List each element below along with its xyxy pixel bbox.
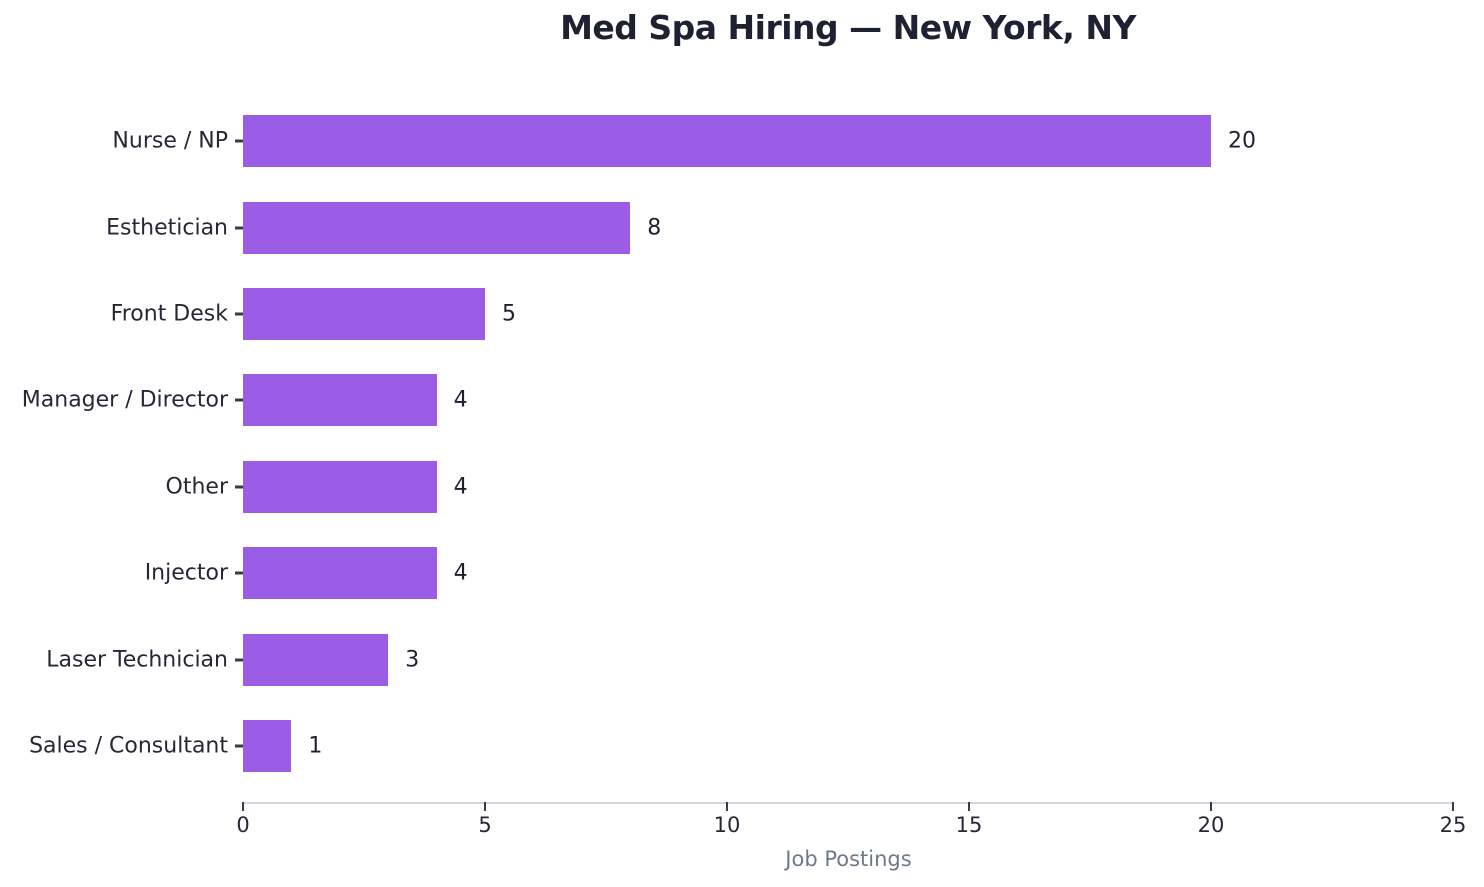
category-tick-mark	[235, 312, 243, 316]
bar-row: Esthetician 8	[0, 185, 1484, 271]
category-tick-mark	[235, 485, 243, 489]
x-tick-label: 20	[1197, 813, 1225, 837]
bar-value-label: 8	[647, 215, 662, 241]
bar	[243, 633, 389, 686]
bar-row: Nurse / NP 20	[0, 98, 1484, 184]
bar-value-label: 5	[502, 301, 516, 327]
category-tick-mark	[235, 398, 243, 402]
x-tick-mark	[484, 802, 486, 811]
x-axis-label: Job Postings	[785, 847, 912, 871]
category-label: Front Desk	[110, 301, 228, 327]
x-tick-mark	[968, 802, 970, 811]
bar	[243, 288, 485, 340]
category-label: Sales / Consultant	[29, 733, 228, 759]
bar-value-label: 4	[453, 387, 468, 413]
category-tick-mark	[235, 658, 243, 662]
x-tick-mark	[1210, 802, 1212, 811]
category-label: Injector	[144, 560, 228, 586]
bar-row: Sales / Consultant 1	[0, 703, 1484, 789]
bar-row: Injector 4	[0, 530, 1484, 616]
x-tick-label: 0	[236, 813, 250, 837]
category-label: Manager / Director	[21, 387, 228, 413]
x-tick-mark	[726, 802, 728, 811]
category-tick-mark	[235, 744, 243, 748]
category-label: Laser Technician	[46, 647, 228, 673]
category-tick-mark	[235, 226, 243, 230]
bar	[243, 547, 437, 600]
bar-value-label: 4	[453, 474, 468, 500]
x-tick-label: 15	[955, 813, 983, 837]
category-label: Nurse / NP	[112, 128, 228, 154]
bar-row: Laser Technician 3	[0, 617, 1484, 703]
bar	[243, 201, 631, 254]
category-tick-mark	[235, 571, 243, 575]
category-label: Other	[165, 474, 228, 500]
x-tick-label: 25	[1439, 813, 1467, 837]
x-tick-label: 5	[478, 813, 492, 837]
bar	[243, 374, 437, 427]
chart-title: Med Spa Hiring — New York, NY	[560, 8, 1136, 47]
x-axis-line	[243, 802, 1454, 804]
x-tick-label: 10	[713, 813, 741, 837]
bar-value-label: 1	[308, 733, 323, 759]
category-label: Esthetician	[106, 215, 228, 241]
category-tick-mark	[235, 139, 243, 143]
x-tick-mark	[1452, 802, 1454, 811]
bar-row: Manager / Director 4	[0, 357, 1484, 443]
bar-row: Front Desk 5	[0, 271, 1484, 357]
bar	[243, 115, 1211, 168]
bar-value-label: 3	[405, 647, 420, 673]
bar-value-label: 20	[1228, 128, 1256, 154]
bar	[243, 720, 292, 772]
x-tick-mark	[242, 802, 244, 811]
bar-row: Other 4	[0, 444, 1484, 530]
bar	[243, 460, 437, 513]
bar-value-label: 4	[453, 560, 468, 586]
